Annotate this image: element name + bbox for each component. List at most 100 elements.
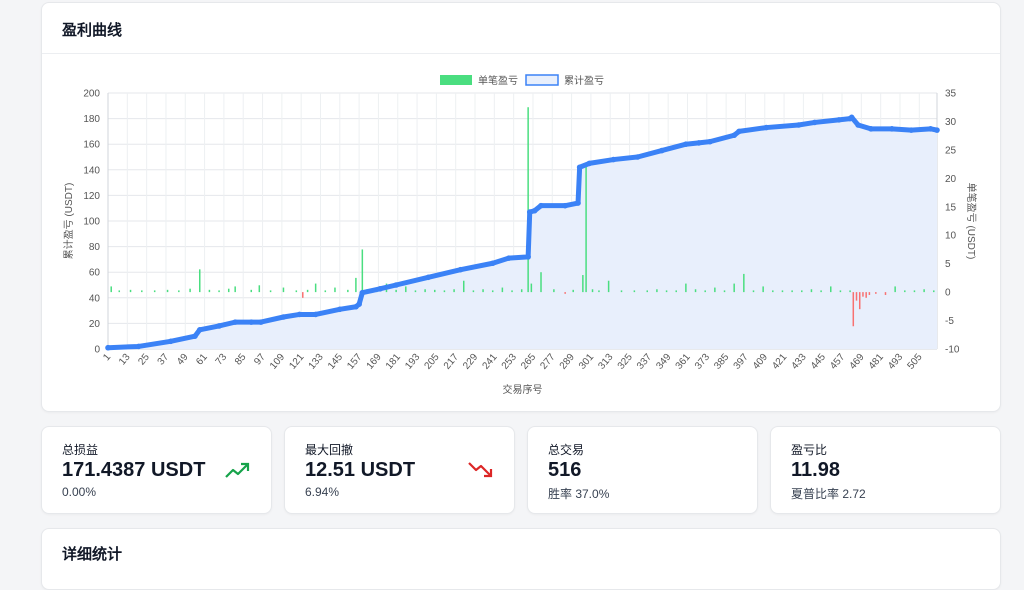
x-tick-label: 49 (175, 352, 191, 368)
y-left-tick-label: 180 (83, 114, 100, 125)
cumulative-pnl-point (359, 289, 366, 296)
x-tick-label: 1 (101, 352, 113, 364)
single-pnl-bar (855, 292, 858, 301)
cumulative-pnl-point (296, 311, 303, 318)
single-pnl-bar (234, 286, 236, 293)
cumulative-pnl-point (393, 282, 399, 288)
x-tick-label: 421 (770, 352, 789, 372)
profit-chart-card: 盈利曲线 0 20 40 60 80 100 120 140 160 180 200 -10 -5 0 5 1… (41, 2, 1001, 412)
single-pnl-bar (414, 290, 417, 293)
single-pnl-bar (656, 289, 658, 293)
x-tick-label: 241 (480, 352, 499, 372)
x-tick-label: 361 (674, 352, 693, 372)
single-pnl-bar (110, 286, 112, 293)
single-pnl-bar (591, 289, 594, 293)
single-pnl-bar (189, 288, 191, 293)
x-tick-label: 301 (577, 352, 596, 372)
single-pnl-bar (118, 290, 121, 293)
x-tick-label: 493 (886, 352, 905, 372)
legend-swatch-single-pnl (440, 75, 472, 85)
x-tick-label: 253 (500, 352, 519, 372)
single-pnl-bar (781, 290, 784, 293)
x-axis-title: 交易序号 (503, 383, 543, 396)
x-tick-label: 373 (693, 352, 712, 372)
x-tick-label: 133 (307, 352, 326, 372)
cumulative-pnl-point (707, 138, 713, 145)
single-pnl-bar (743, 273, 745, 293)
single-pnl-bar (733, 283, 735, 293)
single-pnl-bar (462, 280, 465, 293)
stat-label: 总损益 (62, 443, 99, 457)
x-tick-label: 121 (287, 352, 306, 372)
x-tick-label: 25 (136, 352, 152, 368)
single-pnl-bar (810, 289, 813, 293)
single-pnl-bar (527, 107, 529, 293)
single-pnl-bar (582, 275, 584, 293)
legend-swatch-cumulative-pnl (525, 74, 559, 86)
cumulative-pnl-point (889, 126, 895, 132)
x-tick-label: 397 (732, 352, 751, 372)
x-tick-label: 289 (558, 352, 577, 372)
single-pnl-bar (723, 290, 726, 293)
y-left-tick-label: 20 (89, 319, 101, 330)
cumulative-pnl-point (927, 126, 934, 132)
single-pnl-bar (772, 290, 774, 293)
y-right-tick-label: -10 (945, 345, 960, 356)
stat-card-total-trades: 总交易 516 胜率 37.0% (527, 426, 758, 514)
single-pnl-bar (884, 292, 887, 295)
chart-divider (42, 53, 1000, 54)
single-pnl-bar (913, 290, 916, 293)
cumulative-pnl-point (196, 327, 203, 333)
single-pnl-bar (434, 289, 436, 293)
single-pnl-bar (491, 290, 494, 293)
cumulative-pnl-point (586, 160, 593, 167)
single-pnl-bar (129, 289, 132, 293)
legend-label-cumulative-pnl: 累计盈亏 (564, 74, 604, 87)
single-pnl-bar (714, 287, 716, 293)
single-pnl-bar (704, 290, 706, 293)
single-pnl-bar (868, 292, 871, 295)
y-left-tick-label: 100 (83, 217, 100, 228)
single-pnl-bar (933, 290, 935, 293)
x-tick-label: 349 (654, 352, 673, 372)
cumulative-pnl-point (934, 127, 940, 133)
y-left-tick-label: 140 (83, 165, 100, 176)
single-pnl-bar (424, 289, 426, 293)
single-pnl-bar (250, 289, 253, 293)
single-pnl-bar (324, 290, 327, 293)
x-tick-label: 481 (867, 352, 886, 372)
stat-card-max-drawdown: 最大回撤 12.51 USDT 6.94% (284, 426, 515, 514)
cumulative-pnl-point (457, 266, 464, 273)
cumulative-pnl-point (167, 338, 174, 345)
single-pnl-bar (453, 289, 455, 293)
stat-card-profit-loss-ratio: 盈亏比 11.98 夏普比率 2.72 (770, 426, 1001, 514)
cumulative-pnl-point (695, 140, 702, 146)
y-right-tick-label: 20 (945, 174, 957, 185)
y-right-tick-label: 30 (945, 117, 957, 128)
cumulative-pnl-point (280, 314, 287, 320)
y-right-tick-label: -5 (945, 316, 954, 327)
single-pnl-bar (598, 290, 600, 293)
x-tick-label: 433 (790, 352, 809, 372)
single-pnl-bar (282, 287, 285, 293)
single-pnl-bar (564, 292, 566, 294)
y-right-tick-label: 25 (945, 145, 957, 156)
single-pnl-bar (894, 286, 896, 293)
cumulative-pnl-area (108, 117, 937, 349)
single-pnl-bar (862, 292, 864, 297)
x-tick-label: 13 (117, 352, 133, 368)
x-tick-label: 457 (828, 352, 847, 372)
y-right-tick-label: 10 (945, 231, 957, 242)
single-pnl-bar (405, 286, 407, 293)
y-left-axis-title: 累计盈亏 (USDT) (62, 183, 75, 260)
cumulative-pnl-point (538, 202, 544, 209)
single-pnl-bar (665, 290, 668, 293)
cumulative-pnl-point (848, 114, 855, 121)
single-pnl-bar (208, 289, 211, 293)
single-pnl-bar (269, 290, 272, 293)
x-tick-label: 445 (809, 352, 828, 372)
single-pnl-bar (511, 290, 513, 293)
single-pnl-bar (361, 249, 364, 293)
single-pnl-bar (295, 290, 298, 293)
stat-sub: 0.00% (62, 485, 97, 499)
